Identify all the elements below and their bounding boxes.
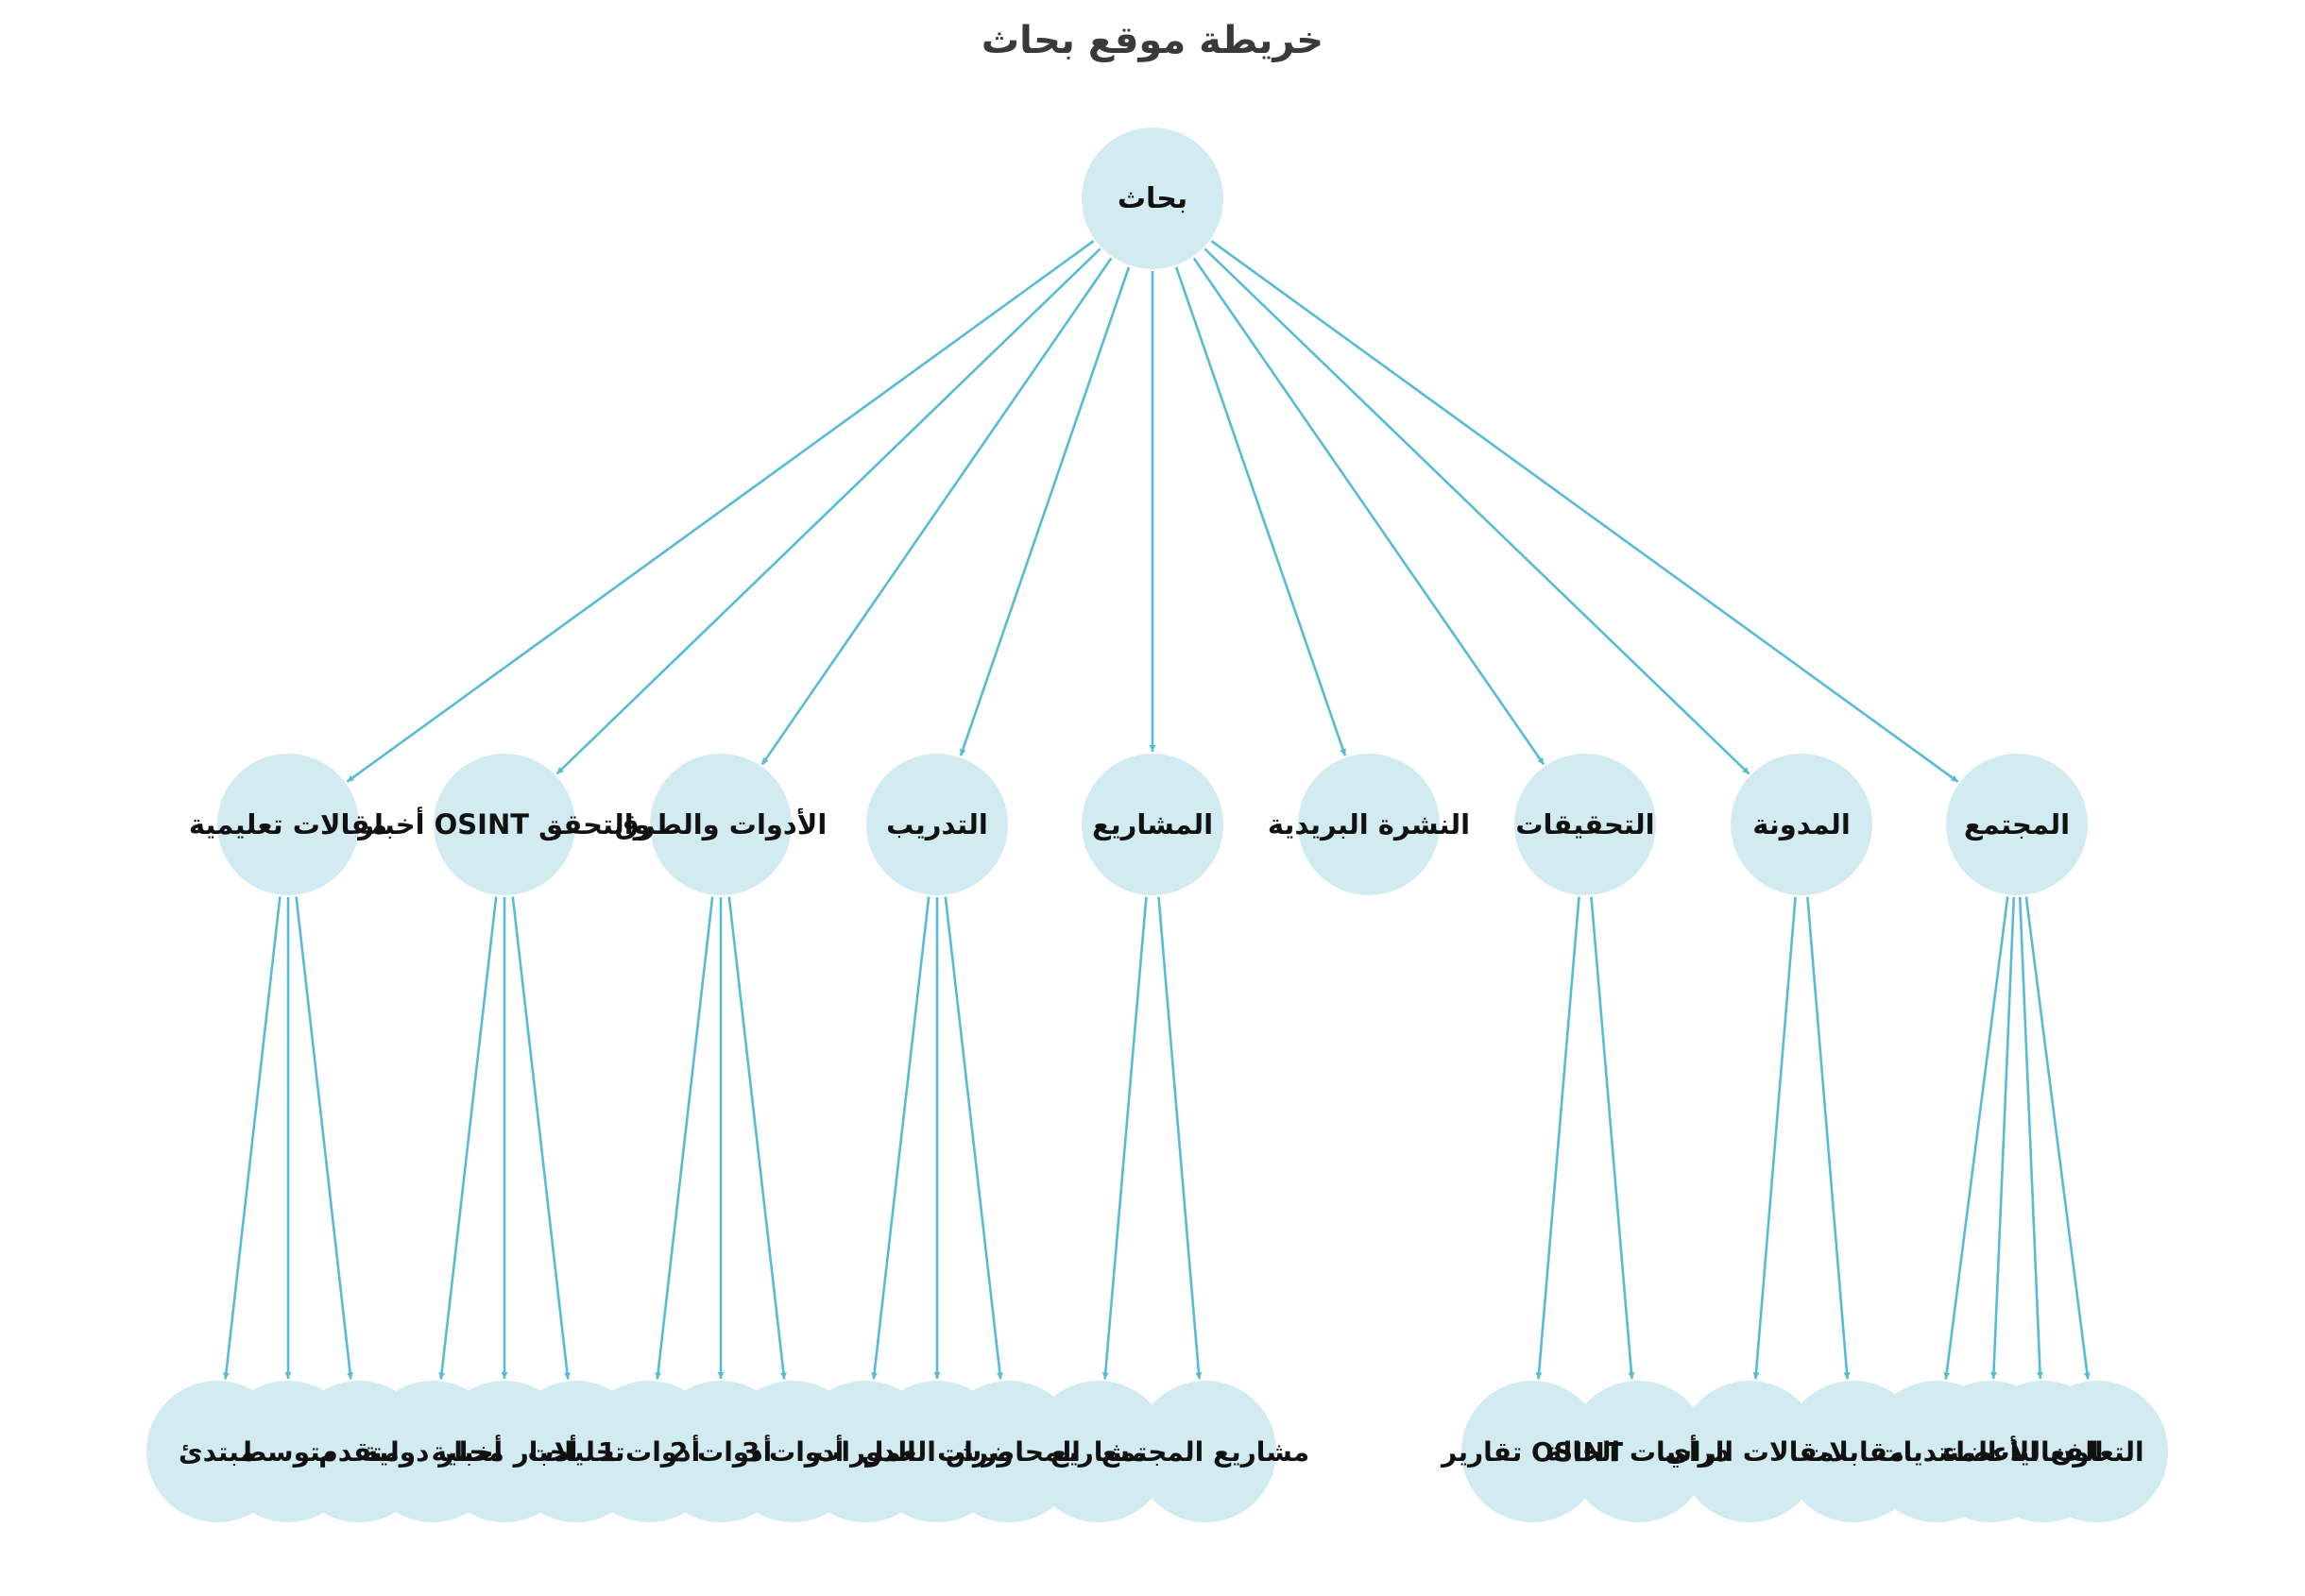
node-label-s5c2: مشاريع المجتمع: [1101, 1436, 1309, 1468]
edge-root-s2: [555, 247, 1101, 775]
node-label-s2c2: أخبار محلية: [432, 1435, 578, 1468]
edge-root-s4: [959, 266, 1131, 756]
node-label-root: بحاث: [1118, 182, 1187, 215]
edge-s7-s7c2: [1590, 896, 1635, 1380]
edge-s4-s4c1: [871, 896, 931, 1380]
node-label-s2c1: أخبار دولية: [363, 1435, 503, 1468]
edge-s5-s5c2: [1157, 896, 1203, 1380]
edge-root-s8: [1204, 247, 1750, 775]
node-s7: [1514, 754, 1656, 895]
edge-s8-s8c1: [1752, 896, 1797, 1380]
node-label-s5: المشاريع: [1092, 808, 1213, 840]
edge-s5-s5c1: [1101, 896, 1148, 1380]
node-label-s6: النشرة البريدية: [1268, 808, 1470, 840]
node-label-s1c1: مبتدئ: [179, 1436, 256, 1468]
node-label-s7c1: تقارير OSINT: [1440, 1436, 1623, 1468]
edge-root-s1: [346, 240, 1095, 783]
node-label-s3: الأدوات والطرق: [615, 807, 828, 840]
node-s5c2: [1135, 1381, 1276, 1522]
node-s6: [1298, 754, 1440, 895]
node-s8c1: [1679, 1381, 1820, 1522]
node-s9c4: [2026, 1381, 2168, 1522]
node-root: [1082, 127, 1223, 269]
node-label-s4: التدريب: [886, 808, 988, 840]
edge-root-s7: [1192, 257, 1545, 766]
node-label-s2: أخبار OSINT والتحقق: [356, 806, 650, 840]
edge-root-s3: [760, 257, 1113, 766]
node-s9: [1946, 754, 2088, 895]
node-label-s1: مقالات تعليمية: [189, 808, 387, 840]
node-label-s7: التحقيقات: [1515, 808, 1654, 840]
node-label-s9c2: الأعضاء: [1942, 1435, 2039, 1468]
node-label-s9: المجتمع: [1964, 808, 2070, 840]
node-label-s9c3: الفعاليات: [1983, 1436, 2103, 1468]
edge-s9-s9c2: [1989, 896, 2016, 1380]
diagram-title: خريطة موقع بحاث: [982, 19, 1323, 62]
node-label-s5c1: مشاريع: [1050, 1436, 1147, 1468]
node-label-s3c1: أدوات 1: [598, 1435, 700, 1468]
node-label-s7c2: دراسات الحالة: [1546, 1436, 1730, 1468]
node-s5: [1082, 754, 1223, 895]
edge-s1-s1c1: [222, 896, 282, 1380]
edge-s3-s3c1: [655, 896, 714, 1380]
edge-s2-s2c3: [511, 896, 571, 1380]
edge-root-s9: [1210, 240, 1959, 783]
edges-layer: [222, 240, 2091, 1380]
node-label-s9c4: التعاون: [2050, 1436, 2143, 1468]
node-s2: [434, 754, 575, 895]
edge-s9-s9c1: [1943, 896, 2009, 1380]
node-s7c2: [1567, 1381, 1709, 1522]
node-s8: [1731, 754, 1872, 895]
node-label-s2c3: تحليلات: [528, 1436, 625, 1468]
edge-s1-s1c3: [295, 896, 354, 1380]
node-s1: [217, 754, 359, 895]
node-label-s8: المدونة: [1752, 808, 1851, 840]
node-s5c1: [1028, 1381, 1170, 1522]
node-s7c1: [1461, 1381, 1603, 1522]
edge-s7-s7c1: [1535, 896, 1580, 1380]
node-label-s4c1: الدورات: [814, 1436, 916, 1468]
node-label-s4c3: المحاضرات: [937, 1436, 1081, 1468]
node-label-s8c1: مقالات الرأي: [1665, 1435, 1835, 1468]
edge-s4-s4c3: [944, 896, 1003, 1380]
edge-s9-s9c4: [2024, 896, 2091, 1380]
node-s3: [650, 754, 792, 895]
node-label-s3c2: أدوات 2: [670, 1435, 772, 1468]
edge-root-s6: [1174, 266, 1347, 756]
edge-s8-s8c2: [1806, 896, 1851, 1380]
node-s4: [866, 754, 1008, 895]
node-label-s4c2: ورش العمل: [861, 1436, 1014, 1468]
node-label-s3c3: أدوات 3: [742, 1435, 844, 1468]
node-label-s1c2: متوسط: [239, 1436, 337, 1468]
edge-s3-s3c3: [727, 896, 787, 1380]
node-label-s8c2: مقابلات: [1802, 1436, 1904, 1468]
node-label-s9c1: المنتديات: [1876, 1436, 1996, 1468]
edge-s9-s9c3: [2018, 896, 2044, 1380]
node-label-s1c3: متقدم: [318, 1436, 400, 1468]
edge-s2-s2c1: [438, 896, 498, 1380]
